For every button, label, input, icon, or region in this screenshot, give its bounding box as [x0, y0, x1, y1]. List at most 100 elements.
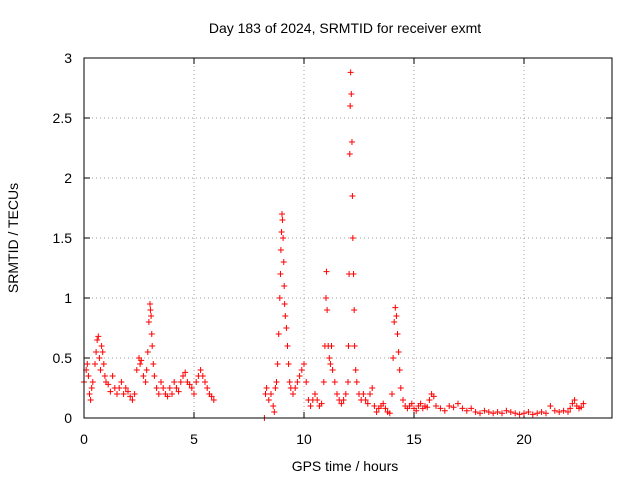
data-point — [143, 367, 150, 373]
data-point — [202, 379, 208, 385]
data-point — [145, 319, 152, 325]
y-tick-label: 0 — [64, 410, 72, 426]
data-point — [94, 337, 101, 343]
data-point — [271, 409, 278, 415]
data-point — [169, 391, 175, 397]
data-point — [397, 385, 404, 391]
data-point — [353, 379, 360, 385]
data-point — [324, 307, 331, 313]
data-point — [556, 409, 563, 415]
data-point — [268, 391, 274, 397]
data-point — [275, 331, 282, 337]
data-point — [477, 410, 483, 417]
data-point — [455, 400, 461, 407]
data-point — [95, 333, 102, 340]
data-point — [292, 385, 299, 391]
data-point — [499, 410, 505, 417]
data-point — [334, 391, 340, 397]
data-point — [395, 349, 402, 355]
data-point — [175, 388, 182, 395]
data-point — [340, 397, 347, 403]
data-point — [282, 313, 289, 319]
data-point — [158, 379, 164, 385]
y-tick-label: 3 — [64, 50, 72, 66]
data-point — [87, 397, 94, 403]
data-point — [328, 343, 335, 349]
data-point — [109, 373, 116, 379]
data-point — [351, 307, 358, 313]
data-point — [534, 410, 541, 417]
data-point — [400, 397, 406, 403]
data-point — [318, 400, 325, 407]
data-point — [347, 69, 354, 76]
data-point — [360, 391, 367, 397]
x-tick-label: 0 — [80, 431, 88, 447]
data-point — [437, 405, 444, 412]
data-point — [390, 355, 397, 361]
data-point — [160, 385, 167, 391]
data-point — [350, 271, 357, 277]
data-point — [262, 391, 269, 397]
data-point — [166, 385, 173, 391]
data-point — [100, 361, 107, 367]
data-point — [507, 409, 514, 415]
data-point — [348, 139, 355, 145]
data-point — [323, 295, 329, 301]
data-point — [276, 295, 283, 301]
data-point — [320, 379, 327, 385]
data-point — [516, 411, 523, 418]
data-point — [346, 151, 353, 157]
data-point — [441, 407, 448, 414]
data-point — [326, 355, 333, 361]
data-point — [413, 407, 420, 414]
data-point — [424, 404, 431, 411]
plot-frame — [83, 57, 613, 419]
data-point — [142, 379, 149, 385]
data-point — [578, 404, 585, 411]
data-point — [371, 403, 378, 409]
data-point — [408, 400, 415, 407]
data-point — [307, 403, 314, 409]
data-point — [391, 319, 398, 325]
data-point — [463, 407, 470, 414]
data-point — [283, 325, 290, 331]
data-point — [96, 355, 103, 361]
data-point — [150, 361, 157, 367]
data-point — [521, 410, 527, 417]
data-point — [503, 407, 510, 414]
data-point — [329, 367, 336, 373]
data-point — [265, 397, 272, 403]
data-point — [290, 391, 296, 397]
data-point — [312, 391, 318, 397]
data-point — [173, 385, 180, 391]
data-point — [88, 385, 95, 391]
data-point — [182, 369, 189, 376]
data-point — [494, 409, 501, 415]
data-point — [137, 361, 144, 367]
data-point — [98, 343, 105, 349]
data-point — [345, 379, 351, 385]
chart-title: Day 183 of 2024, SRMTID for receiver exm… — [209, 20, 481, 36]
data-point — [101, 373, 108, 379]
data-point — [89, 379, 96, 385]
data-point — [433, 403, 439, 409]
data-point — [543, 410, 549, 417]
data-point — [122, 385, 129, 391]
data-point — [314, 397, 321, 403]
data-point — [188, 385, 195, 391]
data-point — [107, 388, 114, 395]
y-tick-label: 1 — [64, 290, 72, 306]
data-point — [459, 405, 466, 412]
data-point — [298, 367, 305, 373]
data-point — [278, 229, 285, 235]
x-tick-label: 20 — [516, 431, 532, 447]
data-point — [210, 397, 217, 403]
y-tick-label: 0.5 — [53, 350, 73, 366]
data-point — [171, 379, 178, 385]
grid — [84, 58, 612, 418]
data-point — [351, 343, 358, 349]
data-point — [481, 407, 488, 414]
data-point — [569, 400, 576, 407]
data-point — [349, 193, 356, 199]
data-point — [294, 379, 301, 385]
